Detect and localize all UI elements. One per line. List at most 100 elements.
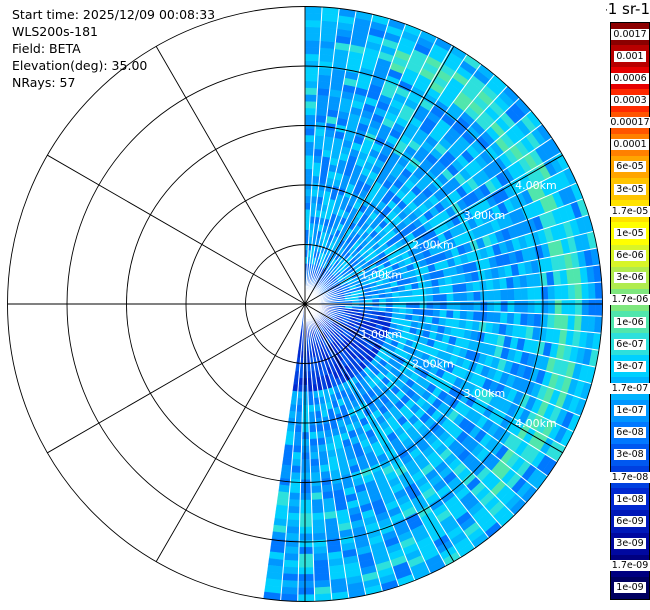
beta-gate — [581, 282, 590, 300]
beta-gate — [311, 499, 324, 507]
ray-separator — [280, 303, 306, 601]
beta-gate — [554, 299, 563, 315]
beta-gate — [527, 299, 536, 314]
beta-gate — [298, 560, 314, 568]
ray-separator — [304, 303, 383, 592]
colorbar-label: 3e-08 — [614, 449, 646, 461]
colorbar-label: 3e-09 — [614, 538, 646, 550]
colorbar-cell: 1.7e-05 — [609, 200, 650, 223]
beta-gate — [433, 301, 441, 310]
beta-gate — [312, 168, 321, 177]
beta-gate — [312, 546, 328, 555]
beta-gate — [319, 464, 331, 473]
ray-separator — [304, 303, 558, 463]
beta-gate — [316, 101, 329, 110]
beta-gate — [460, 301, 468, 311]
colorbar-cell: 1.7e-07 — [609, 377, 650, 400]
beta-gate — [317, 74, 332, 83]
colorbar-label: 0.001 — [614, 50, 646, 62]
colorbar-cell: 6e-05 — [611, 155, 649, 179]
beta-gate — [308, 424, 317, 433]
beta-gate — [290, 465, 302, 474]
beta-gate — [312, 532, 327, 541]
beta-gate — [299, 526, 313, 534]
beta-gate — [318, 450, 329, 460]
ray-separator — [304, 303, 503, 528]
beta-gate — [500, 300, 509, 313]
beta-gate — [297, 574, 315, 582]
ray-separator — [304, 281, 602, 305]
beta-gate — [594, 281, 603, 300]
ray-separator — [304, 10, 357, 305]
colorbar-label: 3e-05 — [614, 183, 646, 195]
colorbar-label: 0.00017 — [608, 117, 650, 129]
beta-gate — [300, 479, 312, 487]
ray-separator — [304, 303, 432, 574]
ray-separator — [304, 110, 532, 305]
beta-gate — [290, 397, 298, 406]
beta-gate — [574, 283, 583, 300]
azimuth-spoke — [155, 303, 306, 562]
beta-gate — [304, 6, 323, 14]
beta-gate — [426, 301, 434, 310]
beta-gate — [298, 567, 315, 575]
colorbar-label: 1.7e-09 — [609, 560, 650, 572]
beta-gate — [313, 566, 330, 575]
beta-gate — [284, 546, 300, 555]
range-ring-label: 2.00km — [412, 239, 454, 252]
beta-gate — [493, 289, 502, 302]
beta-gate — [304, 19, 322, 28]
colorbar-cell: 3e-06 — [611, 266, 649, 289]
beta-gate — [487, 300, 495, 313]
beta-gate — [304, 87, 318, 95]
ray-separator — [304, 303, 603, 317]
beta-gate — [298, 547, 314, 555]
ray-separator — [304, 214, 589, 305]
beta-gate — [304, 202, 312, 210]
beta-gate — [507, 288, 515, 301]
beta-gate — [486, 289, 495, 302]
beta-gate — [285, 526, 300, 535]
beta-gate — [466, 291, 475, 302]
beta-gate — [466, 300, 475, 312]
beta-gate — [294, 425, 303, 433]
beta-gate — [281, 464, 292, 473]
colorbar-label: 6e-09 — [614, 515, 646, 527]
beta-gate — [567, 314, 576, 331]
beta-gate — [304, 100, 317, 109]
azimuth-spokes — [7, 6, 603, 602]
colorbar-label: 0.0006 — [611, 72, 649, 84]
beta-gate — [304, 182, 313, 190]
colorbar-label: 1e-07 — [614, 405, 646, 417]
colorbar-label: 1.7e-08 — [609, 471, 650, 483]
beta-gate — [310, 472, 322, 480]
range-ring-label: 3.00km — [464, 209, 506, 222]
beta-gate — [288, 492, 301, 501]
colorbar-label: 3e-06 — [614, 272, 646, 284]
range-ring-label: 4.00km — [515, 179, 557, 192]
beta-gate — [300, 472, 312, 480]
beta-gate — [304, 155, 314, 163]
colorbar-label: 1.7e-06 — [609, 294, 650, 306]
beta-gate — [533, 313, 542, 328]
beta-gate — [439, 293, 448, 303]
ray-separator — [304, 18, 390, 305]
ray-separator — [304, 303, 400, 587]
beta-gate — [466, 310, 475, 321]
colorbar-cell: 1e-07 — [611, 399, 649, 422]
ray-separator — [304, 63, 482, 305]
beta-gate — [452, 309, 461, 320]
beta-gate — [299, 513, 313, 521]
range-ring-label: 4.00km — [515, 417, 557, 430]
beta-gate — [293, 438, 302, 447]
colorbar-cell: 0.001 — [611, 45, 649, 68]
beta-gate — [314, 128, 326, 137]
beta-gate — [432, 293, 441, 303]
beta-gate — [547, 299, 556, 315]
ray-separator — [304, 303, 515, 516]
beta-gate — [304, 188, 312, 197]
beta-gate — [304, 161, 314, 170]
colorbar-cell: 1e-05 — [611, 222, 649, 245]
ray-separator — [304, 6, 323, 305]
colorbar-label: 0.0003 — [611, 95, 649, 107]
